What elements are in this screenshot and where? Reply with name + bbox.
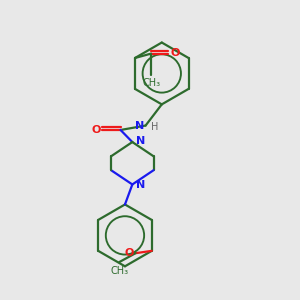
- Text: N: N: [136, 180, 145, 190]
- Text: N: N: [136, 136, 145, 146]
- Text: N: N: [135, 121, 144, 130]
- Text: H: H: [151, 122, 158, 132]
- Text: O: O: [125, 248, 134, 258]
- Text: O: O: [91, 125, 101, 135]
- Text: CH₃: CH₃: [110, 266, 128, 276]
- Text: CH₃: CH₃: [142, 78, 160, 88]
- Text: O: O: [170, 48, 179, 58]
